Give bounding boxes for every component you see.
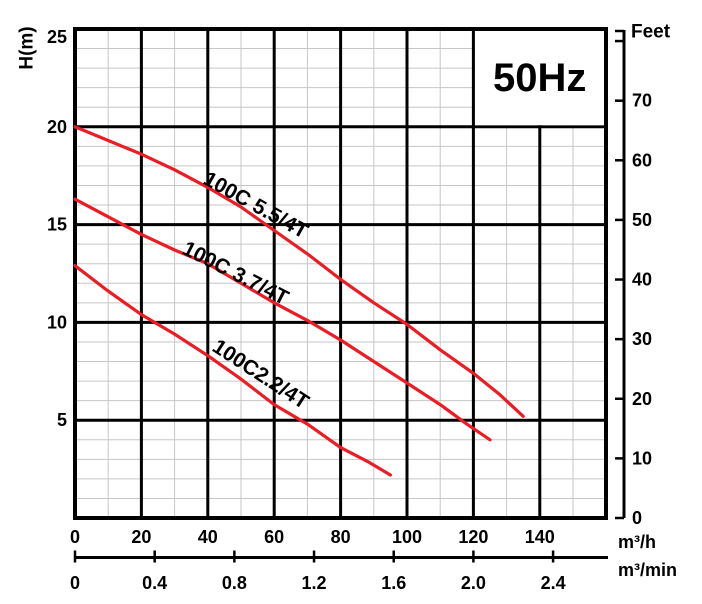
y-tick-label: 5 bbox=[57, 410, 67, 430]
feet-tick-label: 20 bbox=[632, 389, 652, 409]
m3min-tick-label: 2.0 bbox=[461, 573, 486, 593]
m3min-tick-label: 0.8 bbox=[222, 573, 247, 593]
feet-tick-label: 30 bbox=[632, 329, 652, 349]
m3min-tick-label: 0 bbox=[70, 573, 80, 593]
m3min-tick-label: 1.2 bbox=[302, 573, 327, 593]
feet-tick-label: 0 bbox=[632, 508, 642, 528]
y-tick-label: 15 bbox=[47, 215, 67, 235]
x-tick-label: 80 bbox=[331, 527, 351, 547]
pump-curve-3 bbox=[73, 264, 392, 477]
feet-tick-label: 70 bbox=[632, 91, 652, 111]
pump-curve-2 bbox=[73, 197, 492, 442]
x-axis-unit-m3min: m³/min bbox=[618, 560, 677, 580]
m3min-tick-label: 1.6 bbox=[381, 573, 406, 593]
pump-curve-1 bbox=[73, 125, 525, 418]
feet-tick-label: 10 bbox=[632, 448, 652, 468]
m3min-tick-label: 2.4 bbox=[541, 573, 566, 593]
x-tick-label: 0 bbox=[70, 527, 80, 547]
m3min-tick-label: 0.4 bbox=[142, 573, 167, 593]
y-axis-title: H(m) bbox=[17, 26, 38, 69]
x-tick-label: 100 bbox=[392, 527, 422, 547]
feet-tick-label: 40 bbox=[632, 270, 652, 290]
x-tick-label: 120 bbox=[458, 527, 488, 547]
feet-tick-label: 60 bbox=[632, 150, 652, 170]
frequency-badge: 50Hz bbox=[493, 56, 586, 100]
feet-axis-title: Feet bbox=[631, 22, 671, 43]
x-tick-label: 20 bbox=[131, 527, 151, 547]
y-tick-label: 25 bbox=[47, 27, 67, 47]
chart-frame bbox=[73, 27, 608, 520]
x-tick-label: 40 bbox=[198, 527, 218, 547]
y-tick-label: 10 bbox=[47, 312, 67, 332]
feet-tick-label: 50 bbox=[632, 210, 652, 230]
x-tick-label: 140 bbox=[525, 527, 555, 547]
curve-label-3: 100C2.2/4T bbox=[208, 335, 313, 414]
x-axis-unit-m3h: m³/h bbox=[618, 532, 656, 552]
x-tick-label: 60 bbox=[264, 527, 284, 547]
frequency-badge-panel bbox=[475, 31, 604, 126]
y-tick-label: 20 bbox=[47, 117, 67, 137]
